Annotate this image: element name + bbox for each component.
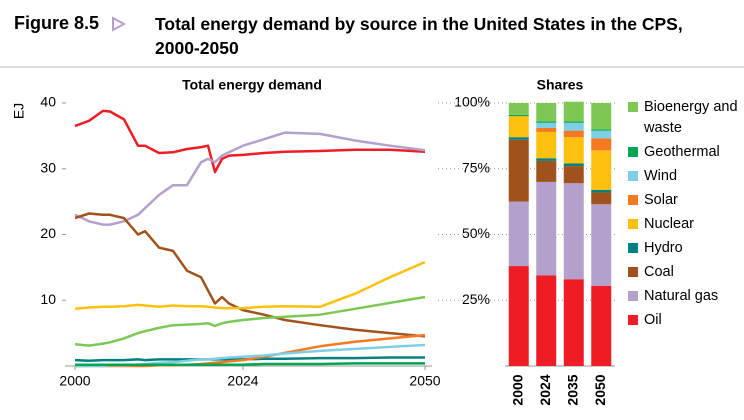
line-series [74, 260, 426, 311]
legend-swatch [628, 267, 638, 277]
bar-segment [536, 127, 557, 132]
bar-segment [536, 121, 557, 123]
y-tick-label: 30 [40, 159, 56, 175]
bar-segment [591, 285, 612, 366]
bar-segment [536, 158, 557, 161]
bar-segment [591, 130, 612, 139]
bar-segment [591, 189, 612, 193]
y-tick-label: 25% [462, 291, 490, 307]
x-tick-label: 2024 [227, 373, 258, 389]
bar-segment [591, 192, 612, 205]
bar-segment [563, 279, 584, 366]
bar-segment [508, 139, 529, 202]
legend-swatch [628, 243, 638, 253]
legend-item: Wind [628, 166, 740, 187]
bar-segment [536, 275, 557, 366]
bar-segment [536, 160, 557, 182]
legend-item: Solar [628, 190, 740, 211]
legend-swatch [628, 102, 638, 112]
y-tick-label: 40 [40, 94, 56, 110]
bar-segment [508, 137, 529, 140]
line-chart-title: Total energy demand [182, 77, 322, 93]
x-tick-label: 2000 [509, 374, 525, 405]
legend-label: Hydro [644, 240, 683, 256]
legend-item: Bioenergy and waste [628, 97, 740, 139]
legend-swatch [628, 315, 638, 325]
bar-segment [563, 101, 584, 122]
bar-segment [563, 137, 584, 164]
bar-segment [508, 116, 529, 138]
legend-label: Bioenergy and waste [644, 99, 738, 136]
bar-segment [591, 138, 612, 151]
line-series [74, 295, 426, 347]
line-series [74, 212, 426, 338]
legend-swatch [628, 171, 638, 181]
bar-segment [536, 181, 557, 276]
figure-icon [112, 16, 127, 32]
legend-swatch [628, 195, 638, 205]
legend-label: Oil [644, 312, 662, 328]
line-series [75, 362, 425, 366]
legend-swatch [628, 147, 638, 157]
bar-segment [563, 183, 584, 280]
x-tick-label: 2024 [537, 374, 553, 405]
legend-label: Wind [644, 168, 678, 184]
bar-segment [508, 201, 529, 267]
bar-segment [591, 204, 612, 286]
bar-segment [508, 114, 529, 117]
legend-item: Geothermal [628, 142, 740, 163]
line-series [74, 109, 426, 174]
legend-item: Hydro [628, 238, 740, 259]
legend-label: Geothermal [644, 144, 720, 160]
y-tick-label: 100% [454, 94, 490, 110]
bar-segment [563, 130, 584, 138]
bar-segment [536, 122, 557, 128]
bar-segment [591, 103, 612, 130]
y-tick-label: 75% [462, 159, 490, 175]
bar-segment [536, 131, 557, 159]
bar-segment [563, 166, 584, 184]
legend: Bioenergy and waste Geothermal Wind Solar Nu… [628, 97, 740, 334]
line-series [75, 333, 426, 368]
x-tick-label: 2050 [592, 374, 608, 405]
figure-label: Figure 8.5 [14, 13, 99, 33]
x-tick-label: 2035 [564, 374, 580, 405]
bar-chart-title: Shares [537, 77, 584, 93]
bar-segment [591, 129, 612, 131]
legend-label: Nuclear [644, 216, 694, 232]
legend-swatch [628, 291, 638, 301]
x-tick-label: 2050 [409, 373, 440, 389]
y-tick-label: 20 [40, 225, 56, 241]
legend-item: Nuclear [628, 214, 740, 235]
bar-segment [508, 266, 529, 366]
y-tick-label: 50% [462, 225, 490, 241]
bar-segment [563, 122, 584, 131]
bar-segment [563, 121, 584, 123]
legend-label: Coal [644, 264, 674, 280]
legend-label: Natural gas [644, 288, 719, 304]
legend-label: Solar [644, 192, 678, 208]
bar-segment [508, 103, 529, 115]
bar-segment [563, 163, 584, 167]
legend-item: Natural gas [628, 286, 740, 307]
figure-title: Total energy demand by source in the Uni… [155, 14, 683, 58]
legend-item: Coal [628, 262, 740, 283]
x-tick-label: 2000 [59, 373, 90, 389]
bar-segment [591, 150, 612, 190]
y-tick-label: 10 [40, 291, 56, 307]
legend-item: Oil [628, 310, 740, 331]
y-axis-label: EJ [11, 103, 27, 119]
line-series [74, 131, 426, 226]
legend-swatch [628, 219, 638, 229]
bar-segment [536, 103, 557, 122]
